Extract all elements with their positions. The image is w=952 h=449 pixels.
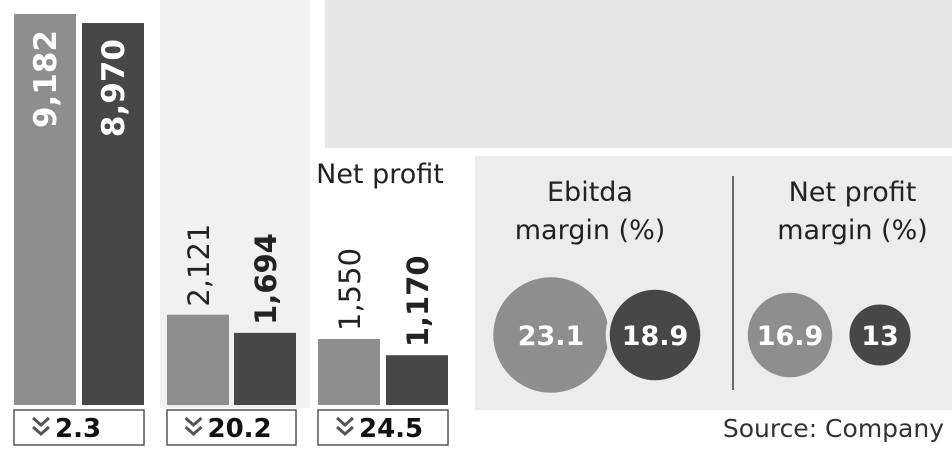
change-label: 20.2	[208, 414, 272, 444]
value-label: 1,550	[333, 248, 367, 331]
value-label: 1,694	[249, 233, 283, 325]
value-label: 2,121	[182, 224, 216, 307]
bar	[234, 333, 296, 405]
value-label: 8,970	[96, 39, 132, 137]
value-label: 16.9	[757, 321, 824, 352]
change-label: 24.5	[359, 414, 423, 444]
value-label: 1,170	[401, 255, 435, 347]
value-label: 13	[861, 321, 899, 352]
source: Source: Company	[723, 414, 944, 443]
title: Net profit	[310, 156, 450, 194]
change-label: 2.3	[55, 414, 101, 444]
title: Ebitda margin (%)	[505, 174, 675, 250]
title: Net profit margin (%)	[760, 174, 945, 250]
value-label: 9,182	[28, 30, 64, 128]
value-label: 18.9	[622, 321, 689, 352]
photo	[325, 0, 952, 148]
bar	[386, 355, 448, 405]
infographic: 9,182 8,970 2.3 2,121 1,694 20.2 1,550 1,170 24.…	[0, 0, 952, 449]
value-label: 23.1	[518, 321, 585, 352]
bar	[318, 339, 380, 405]
bar	[167, 315, 229, 405]
